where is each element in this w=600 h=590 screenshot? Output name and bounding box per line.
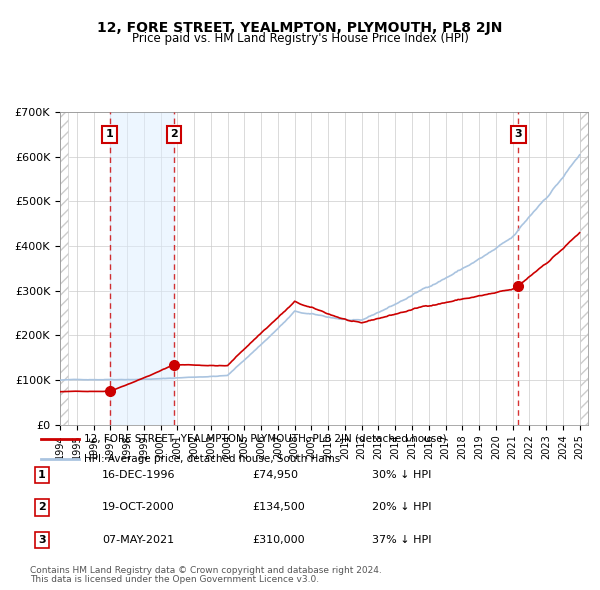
Text: 12, FORE STREET, YEALMPTON, PLYMOUTH, PL8 2JN: 12, FORE STREET, YEALMPTON, PLYMOUTH, PL… [97,21,503,35]
Text: 30% ↓ HPI: 30% ↓ HPI [372,470,431,480]
Text: 12, FORE STREET, YEALMPTON, PLYMOUTH, PL8 2JN (detached house): 12, FORE STREET, YEALMPTON, PLYMOUTH, PL… [84,434,446,444]
Text: £74,950: £74,950 [252,470,298,480]
Text: 2: 2 [170,129,178,139]
Text: 2: 2 [38,503,46,512]
Text: £134,500: £134,500 [252,503,305,512]
Bar [110,112,174,425]
Text: HPI: Average price, detached house, South Hams: HPI: Average price, detached house, Sout… [84,454,340,464]
Text: 1: 1 [106,129,113,139]
Text: 3: 3 [515,129,522,139]
Text: This data is licensed under the Open Government Licence v3.0.: This data is licensed under the Open Gov… [30,575,319,584]
Text: 19-OCT-2000: 19-OCT-2000 [102,503,175,512]
Text: 3: 3 [38,535,46,545]
Text: 07-MAY-2021: 07-MAY-2021 [102,535,174,545]
Text: Price paid vs. HM Land Registry's House Price Index (HPI): Price paid vs. HM Land Registry's House … [131,32,469,45]
Text: 16-DEC-1996: 16-DEC-1996 [102,470,176,480]
Text: Contains HM Land Registry data © Crown copyright and database right 2024.: Contains HM Land Registry data © Crown c… [30,566,382,575]
Text: 20% ↓ HPI: 20% ↓ HPI [372,503,431,512]
Text: 37% ↓ HPI: 37% ↓ HPI [372,535,431,545]
Text: £310,000: £310,000 [252,535,305,545]
Text: 1: 1 [38,470,46,480]
